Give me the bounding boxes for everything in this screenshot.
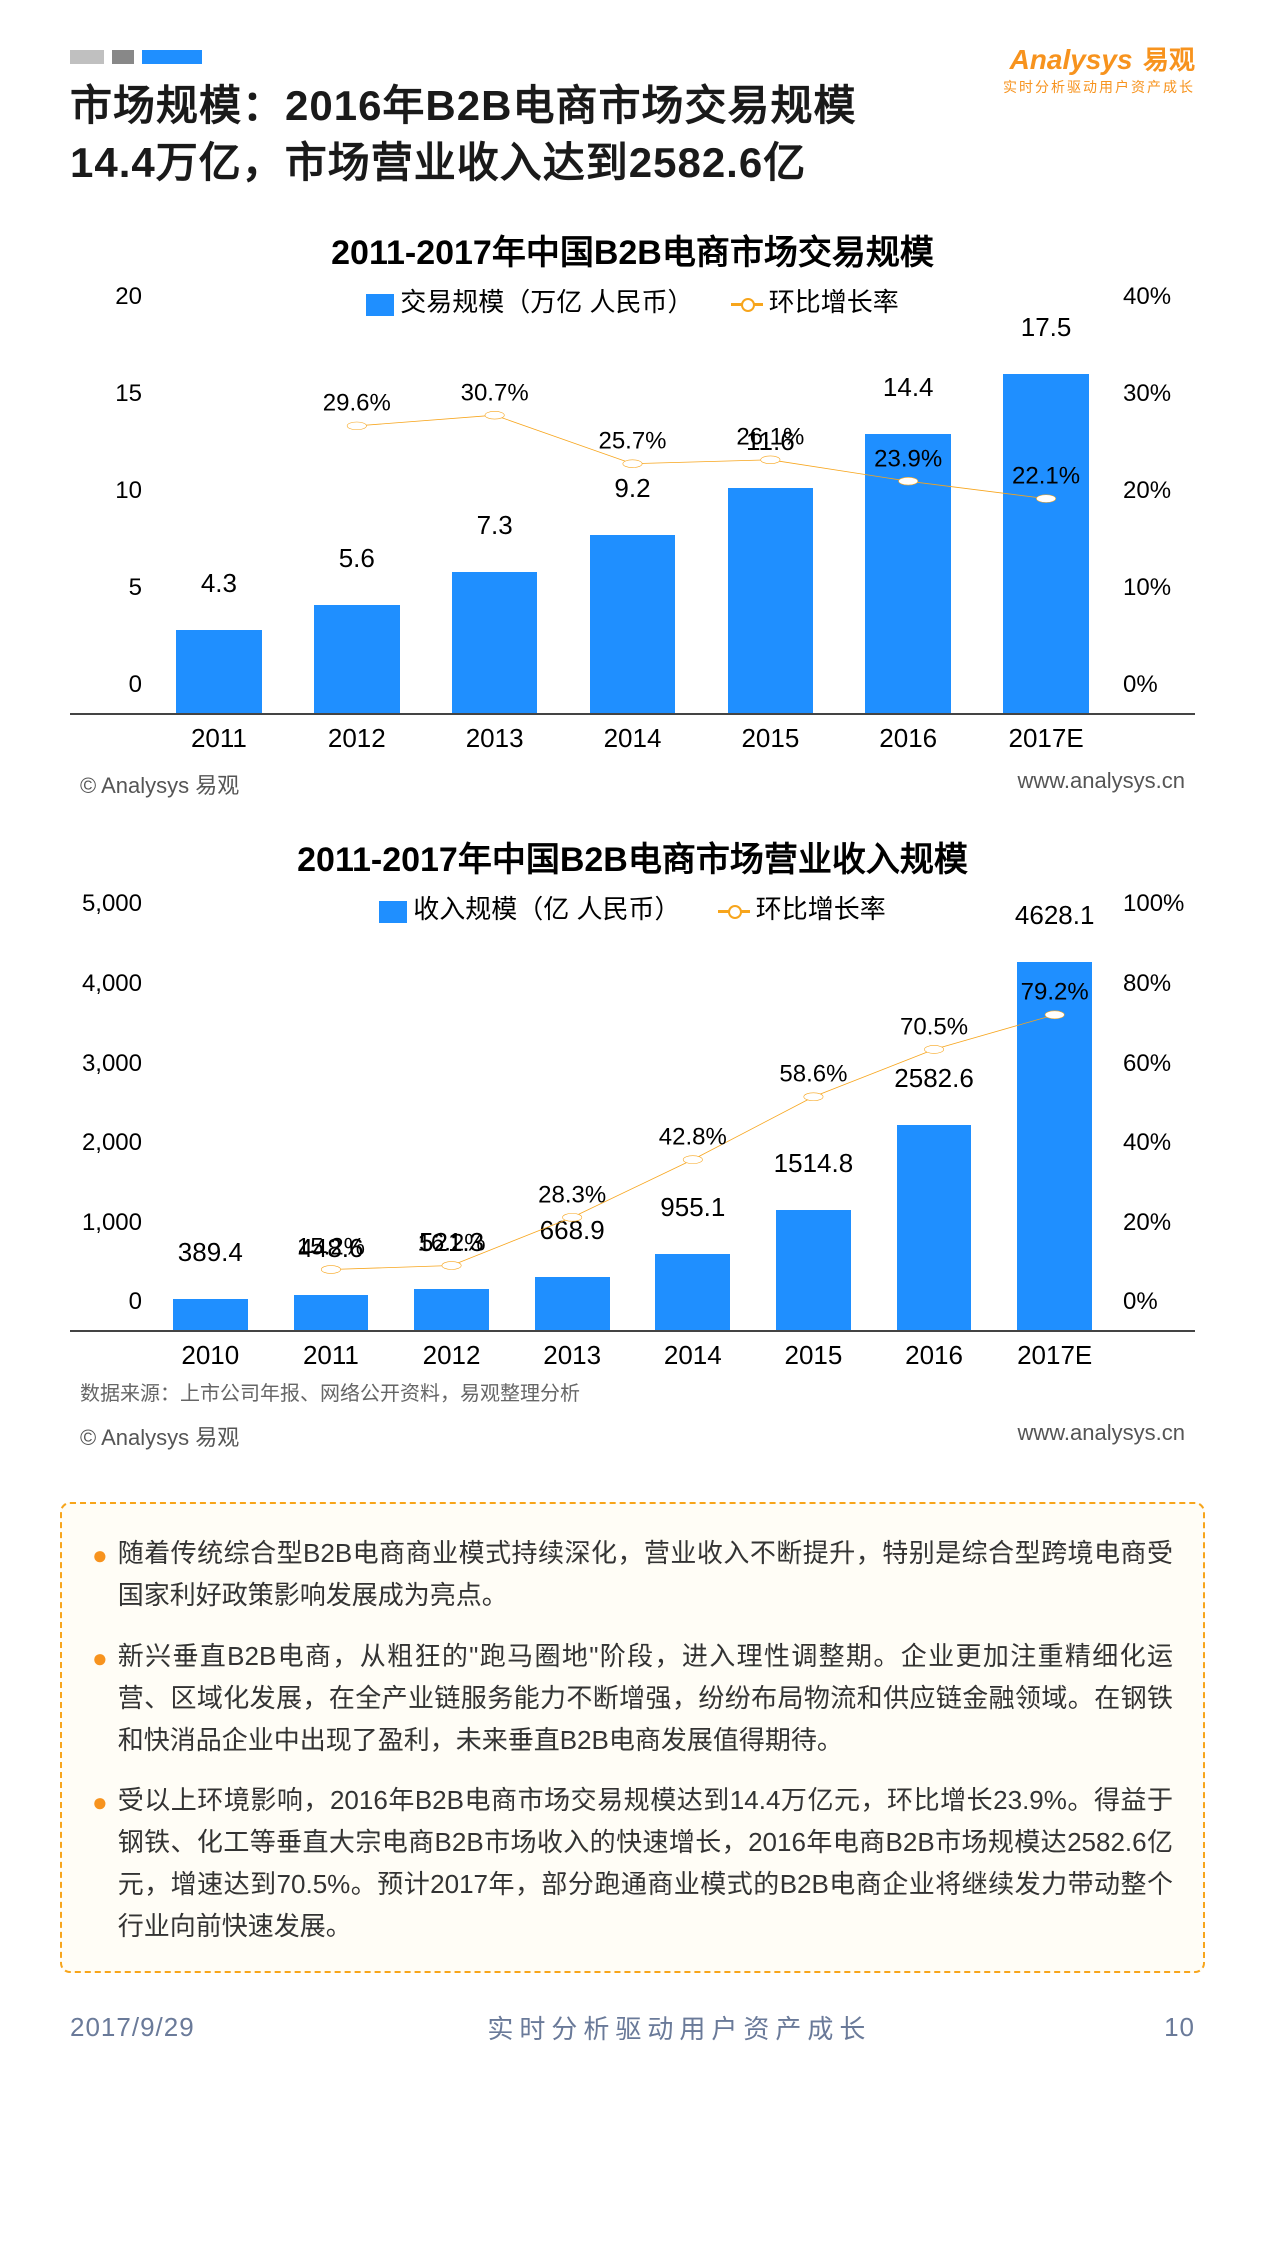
footer-page-number: 10 (1164, 2012, 1195, 2043)
legend-bar-label: 收入规模（亿 人民币） (413, 894, 680, 924)
bullet-text: 新兴垂直B2B电商，从粗狂的"跑马圈地"阶段，进入理性调整期。企业更加注重精细化… (118, 1635, 1173, 1761)
chart2: 01,0002,0003,0004,0005,0000%20%40%60%80%… (70, 932, 1195, 1332)
title-line-2: 14.4万亿，市场营业收入达到2582.6亿 (70, 139, 806, 186)
bullet-icon: ● (92, 1534, 108, 1616)
analysis-bullet: ●受以上环境影响，2016年B2B电商市场交易规模达到14.4万亿元，环比增长2… (92, 1779, 1173, 1947)
chart1-xlabels: 2011201220132014201520162017E (150, 723, 1115, 754)
legend-line-label: 环比增长率 (756, 894, 886, 924)
copyright-left: © Analysys 易观 (80, 1420, 239, 1452)
copyright-right: www.analysys.cn (1017, 768, 1185, 800)
brand-logo: Analysys 易观 实时分析驱动用户资产成长 (1003, 40, 1195, 97)
footer-tagline: 实时分析驱动用户资产成长 (487, 2009, 871, 2046)
chart1: 051015200%10%20%30%40%4.35.67.39.211.614… (70, 325, 1195, 715)
legend-bar-icon (366, 294, 394, 316)
bullet-icon: ● (92, 1637, 108, 1761)
legend-line-label: 环比增长率 (769, 287, 899, 317)
analysis-box: ●随着传统综合型B2B电商商业模式持续深化，营业收入不断提升，特别是综合型跨境电… (60, 1502, 1205, 1973)
bullet-text: 受以上环境影响，2016年B2B电商市场交易规模达到14.4万亿元，环比增长23… (118, 1779, 1173, 1947)
legend-line-icon (718, 910, 750, 913)
chart2-source: 数据来源：上市公司年报、网络公开资料，易观整理分析 (0, 1371, 1265, 1406)
analysis-bullet: ●随着传统综合型B2B电商商业模式持续深化，营业收入不断提升，特别是综合型跨境电… (92, 1532, 1173, 1616)
brand-cn: 易观 (1143, 45, 1195, 75)
brand-name: Analysys (1010, 44, 1133, 75)
chart2-footer: © Analysys 易观 www.analysys.cn (0, 1406, 1265, 1462)
legend-bar-label: 交易规模（万亿 人民币） (400, 287, 693, 317)
chart1-title: 2011-2017年中国B2B电商市场交易规模 (70, 225, 1195, 274)
legend-bar-icon (379, 901, 407, 923)
bullet-icon: ● (92, 1781, 108, 1947)
footer-date: 2017/9/29 (70, 2012, 195, 2043)
chart1-footer: © Analysys 易观 www.analysys.cn (0, 754, 1265, 810)
copyright-left: © Analysys 易观 (80, 768, 239, 800)
chart2-xlabels: 20102011201220132014201520162017E (150, 1340, 1115, 1371)
analysis-bullet: ●新兴垂直B2B电商，从粗狂的"跑马圈地"阶段，进入理性调整期。企业更加注重精细… (92, 1635, 1173, 1761)
copyright-right: www.analysys.cn (1017, 1420, 1185, 1452)
legend-line-icon (731, 303, 763, 306)
chart2-title: 2011-2017年中国B2B电商市场营业收入规模 (70, 832, 1195, 881)
bullet-text: 随着传统综合型B2B电商商业模式持续深化，营业收入不断提升，特别是综合型跨境电商… (118, 1532, 1173, 1616)
brand-tagline: 实时分析驱动用户资产成长 (1003, 77, 1195, 97)
page-footer: 2017/9/29 实时分析驱动用户资产成长 10 (0, 1973, 1265, 2086)
title-line-1: 市场规模：2016年B2B电商市场交易规模 (70, 82, 856, 129)
